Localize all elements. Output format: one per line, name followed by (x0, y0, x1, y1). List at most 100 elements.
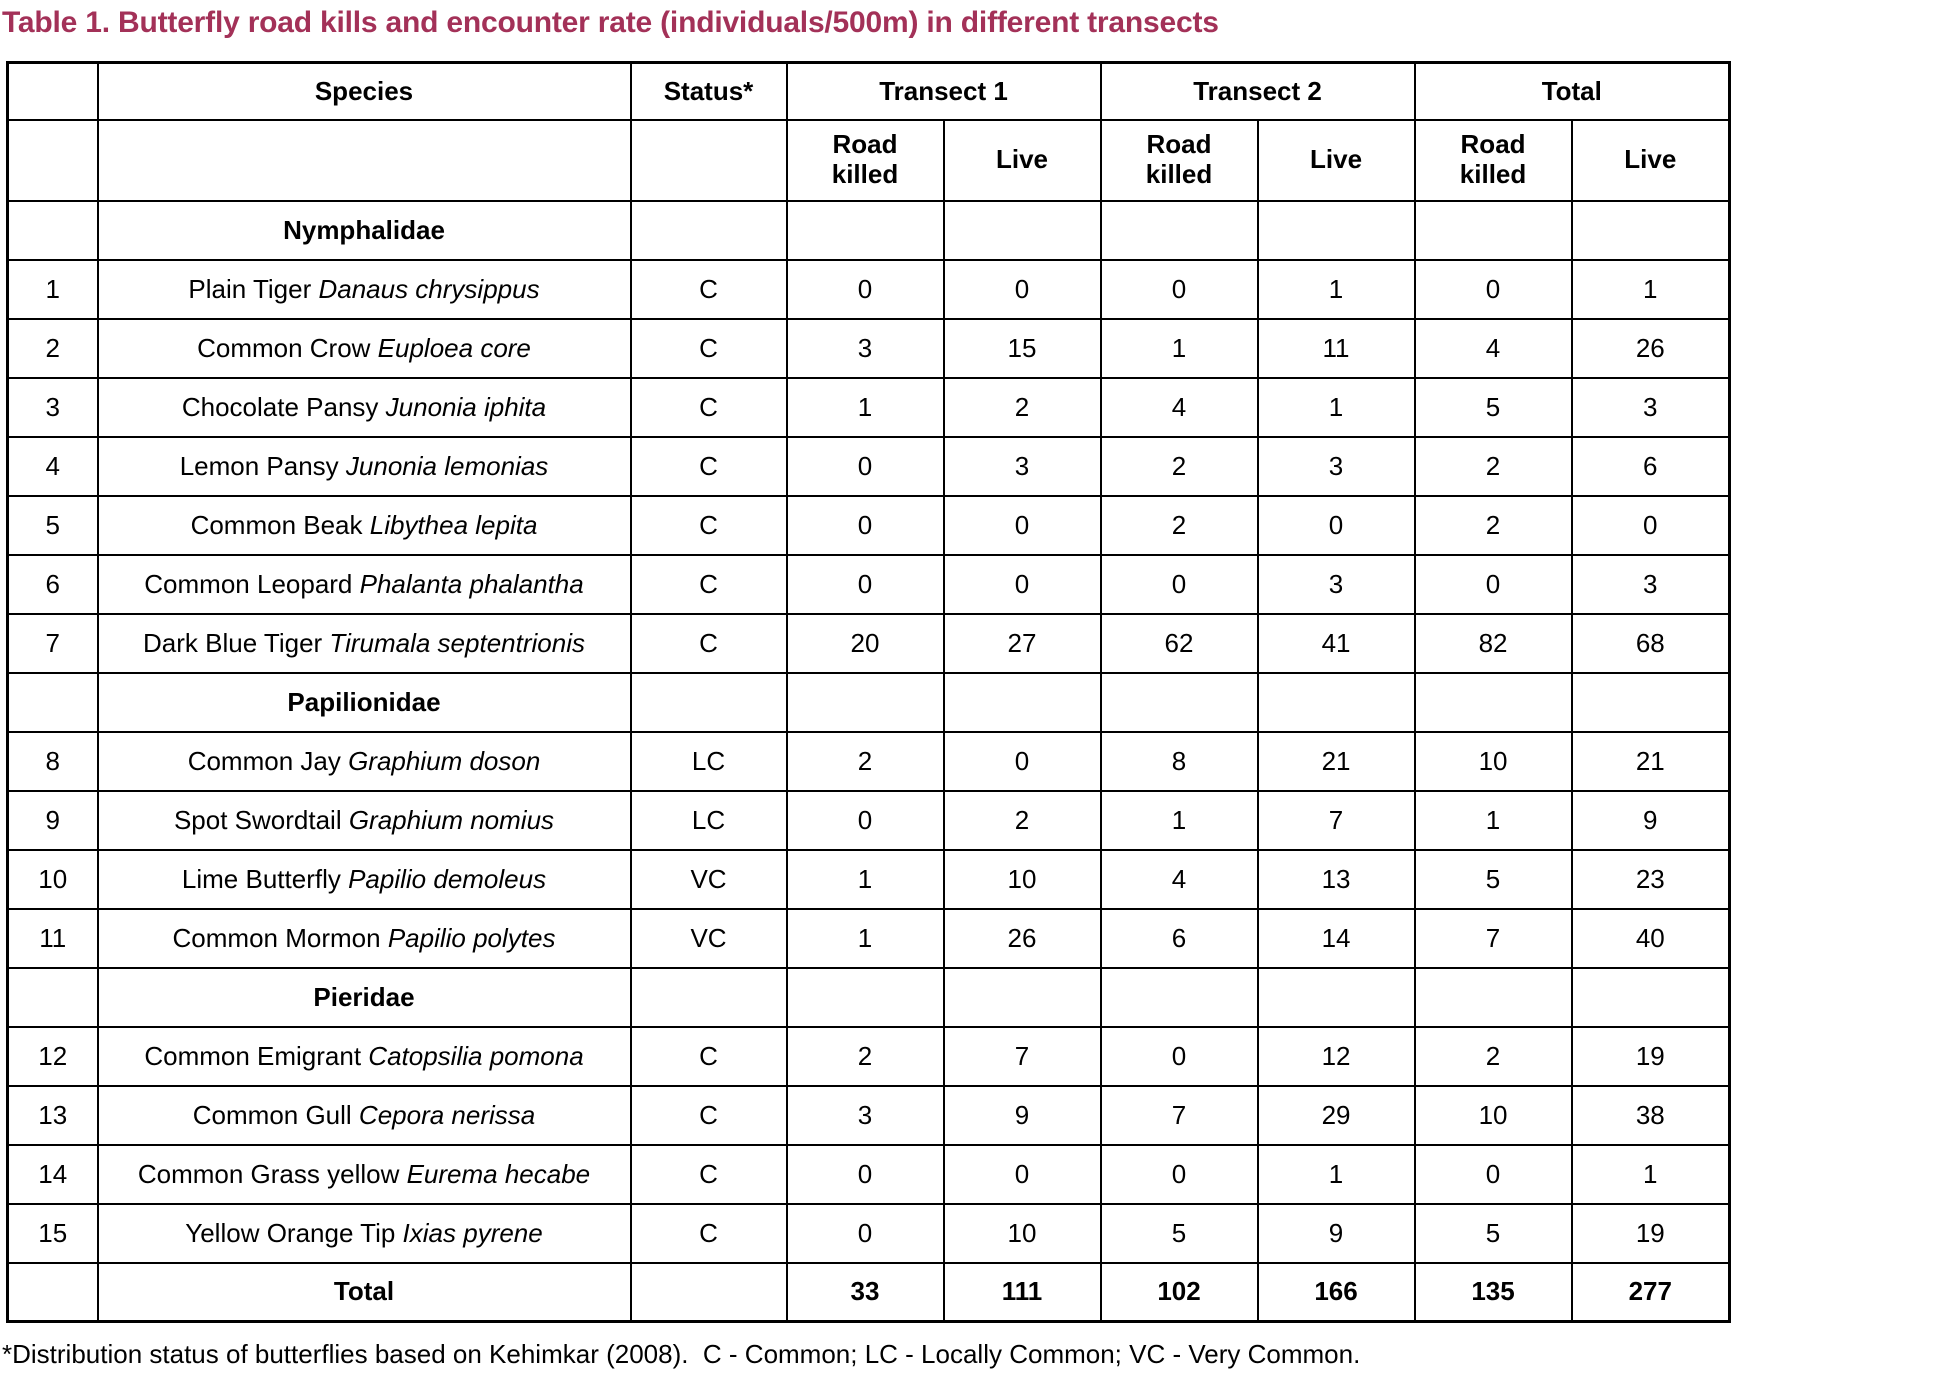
species-cell: Lime Butterfly Papilio demoleus (96, 848, 632, 910)
count-cell: 0 (785, 494, 945, 556)
count-cell: 3 (1570, 553, 1731, 615)
row-number-cell: 7 (6, 612, 99, 674)
row-number-cell: 6 (6, 553, 99, 615)
total-row: Total 33 111 102 166 135 277 (6, 1261, 1731, 1323)
transect1-header: Transect 1 (785, 61, 1102, 121)
count-cell: 62 (1099, 612, 1259, 674)
count-cell: 2 (1413, 435, 1573, 497)
row-number-cell: 9 (6, 789, 99, 851)
species-scientific-name: Papilio demoleus (348, 863, 547, 894)
family-name-cell: Papilionidae (96, 671, 632, 733)
status-cell: LC (629, 730, 788, 792)
status-cell: C (629, 1025, 788, 1087)
row-number-cell: 3 (6, 376, 99, 438)
header-row-measures: Road killed Live Road killed Live Road k… (6, 118, 1731, 202)
species-row: 14 Common Grass yellow Eurema hecabe C 0 0 0 1… (6, 1143, 1731, 1205)
row-number-cell: 4 (6, 435, 99, 497)
count-cell: 14 (1256, 907, 1416, 969)
count-cell: 27 (942, 612, 1102, 674)
species-common-name: Lime Butterfly (181, 863, 349, 894)
count-cell: 0 (942, 494, 1102, 556)
empty-cell (1256, 966, 1416, 1028)
count-cell: 2 (785, 730, 945, 792)
species-common-name: Common Beak (190, 509, 370, 540)
empty-cell (6, 671, 99, 733)
count-cell: 21 (1256, 730, 1416, 792)
count-cell: 10 (1413, 730, 1573, 792)
status-cell: C (629, 258, 788, 320)
count-cell: 20 (785, 612, 945, 674)
species-cell: Common Gull Cepora nerissa (96, 1084, 632, 1146)
species-row: 5 Common Beak Libythea lepita C 0 0 2 0 2 0 (6, 494, 1731, 556)
species-common-name: Yellow Orange Tip (185, 1217, 403, 1248)
empty-cell (942, 966, 1102, 1028)
transect2-header: Transect 2 (1099, 61, 1416, 121)
status-cell: C (629, 376, 788, 438)
species-common-name: Common Grass yellow (137, 1158, 407, 1189)
count-cell: 1 (785, 907, 945, 969)
count-cell: 7 (1099, 1084, 1259, 1146)
empty-cell (96, 118, 632, 202)
count-cell: 5 (1413, 376, 1573, 438)
count-cell: 2 (942, 376, 1102, 438)
species-common-name: Common Mormon (172, 922, 388, 953)
count-cell: 0 (1570, 494, 1731, 556)
count-cell: 0 (1099, 258, 1259, 320)
count-cell: 12 (1256, 1025, 1416, 1087)
status-cell: C (629, 317, 788, 379)
empty-cell (1256, 671, 1416, 733)
header-row-groups: Species Status* Transect 1 Transect 2 To… (6, 61, 1731, 121)
count-cell: 10 (1413, 1084, 1573, 1146)
species-common-name: Lemon Pansy (179, 450, 346, 481)
species-cell: Common Mormon Papilio polytes (96, 907, 632, 969)
status-cell: C (629, 1143, 788, 1205)
count-cell: 0 (1413, 1143, 1573, 1205)
total-count-cell: 277 (1570, 1261, 1731, 1323)
count-cell: 15 (942, 317, 1102, 379)
count-cell: 82 (1413, 612, 1573, 674)
family-row: Nymphalidae (6, 199, 1731, 261)
count-cell: 1 (1413, 789, 1573, 851)
empty-cell (785, 199, 945, 261)
count-cell: 0 (785, 789, 945, 851)
count-cell: 1 (1256, 258, 1416, 320)
count-cell: 26 (942, 907, 1102, 969)
status-cell: C (629, 553, 788, 615)
species-cell: Yellow Orange Tip Ixias pyrene (96, 1202, 632, 1264)
count-cell: 3 (1570, 376, 1731, 438)
t1-live-header: Live (942, 118, 1102, 202)
butterfly-roadkill-table: Species Status* Transect 1 Transect 2 To… (6, 61, 1732, 1323)
total-header: Total (1413, 61, 1731, 121)
table-caption: Table 1. Butterfly road kills and encoun… (2, 6, 1219, 39)
count-cell: 41 (1256, 612, 1416, 674)
count-cell: 3 (942, 435, 1102, 497)
count-cell: 1 (1570, 1143, 1731, 1205)
species-cell: Common Jay Graphium doson (96, 730, 632, 792)
species-row: 12 Common Emigrant Catopsilia pomona C 2 7 0 1… (6, 1025, 1731, 1087)
total-count-cell: 135 (1413, 1261, 1573, 1323)
empty-cell (629, 118, 788, 202)
count-cell: 2 (1099, 435, 1259, 497)
species-cell: Dark Blue Tiger Tirumala septentrionis (96, 612, 632, 674)
status-cell: VC (629, 848, 788, 910)
count-cell: 1 (785, 848, 945, 910)
count-cell: 1 (1099, 317, 1259, 379)
family-row: Papilionidae (6, 671, 1731, 733)
corner-cell (6, 61, 99, 121)
species-cell: Common Grass yellow Eurema hecabe (96, 1143, 632, 1205)
species-common-name: Common Emigrant (144, 1040, 369, 1071)
species-common-name: Chocolate Pansy (181, 391, 386, 422)
species-row: 10 Lime Butterfly Papilio demoleus VC 1 10 4 1… (6, 848, 1731, 910)
empty-cell (1256, 199, 1416, 261)
count-cell: 11 (1256, 317, 1416, 379)
species-row: 2 Common Crow Euploea core C 3 15 1 11 4 26 (6, 317, 1731, 379)
species-common-name: Common Crow (197, 332, 378, 363)
t2-road-killed-header: Road killed (1099, 118, 1259, 202)
species-row: 4 Lemon Pansy Junonia lemonias C 0 3 2 3 2 6 (6, 435, 1731, 497)
species-header: Species (96, 61, 632, 121)
count-cell: 3 (1256, 435, 1416, 497)
count-cell: 9 (1256, 1202, 1416, 1264)
species-scientific-name: Junonia lemonias (345, 450, 549, 481)
count-cell: 0 (1256, 494, 1416, 556)
